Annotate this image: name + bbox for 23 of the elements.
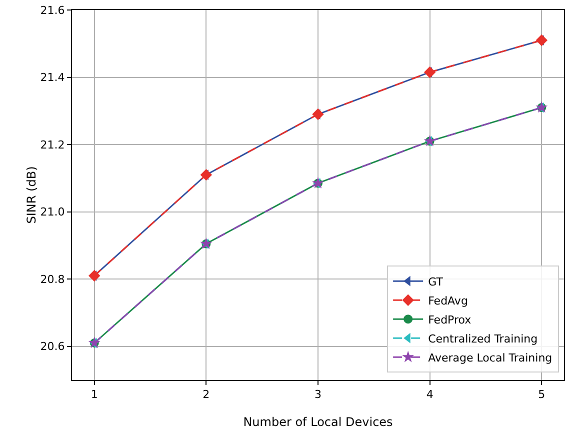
legend-label: Average Local Training	[428, 351, 552, 364]
y-tick-label: 21.4	[40, 71, 65, 84]
x-tick-label: 4	[426, 388, 434, 402]
y-tick-label: 20.8	[40, 272, 65, 286]
x-tick-label: 3	[314, 388, 322, 402]
legend-label: GT	[428, 275, 444, 288]
point	[200, 168, 212, 181]
x-tick-label: 2	[202, 388, 210, 402]
y-tick-label: 20.6	[40, 340, 65, 354]
x-axis-title: Number of Local Devices	[243, 415, 393, 429]
point	[312, 108, 324, 120]
point	[424, 66, 436, 78]
point	[88, 270, 100, 282]
y-axis-title: SINR (dB)	[24, 166, 38, 224]
legend-label: FedProx	[428, 313, 472, 326]
point	[536, 34, 548, 46]
x-tick-label: 1	[90, 388, 98, 402]
legend-label: FedAvg	[428, 294, 468, 308]
x-tick-label: 5	[538, 388, 546, 402]
y-tick-label: 21.2	[40, 138, 65, 152]
y-tick-label: 21.6	[40, 4, 65, 17]
y-tick-label: 21.0	[40, 206, 65, 219]
legend-label: Centralized Training	[428, 332, 538, 346]
